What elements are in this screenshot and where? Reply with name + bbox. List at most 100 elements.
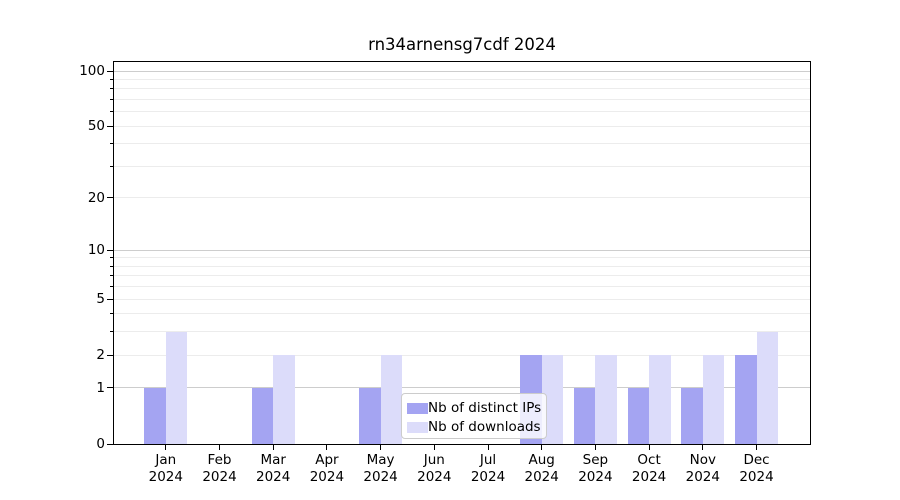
x-tick-label-dec: Dec 2024 (717, 452, 797, 486)
y-minor-tick-mark (109, 275, 113, 277)
x-tick-month: Jul (479, 452, 497, 468)
x-tick-mark (272, 445, 274, 450)
x-tick-month: Nov (689, 452, 716, 468)
chart-title: rn34arnensg7cdf 2024 (368, 35, 556, 54)
y-minor-tick-mark (109, 286, 113, 288)
grid-layer (114, 62, 810, 444)
legend-item-distinct-ips: Nb of distinct IPs (402, 398, 546, 420)
y-gridline-minor (114, 78, 810, 80)
bar-downloads (273, 355, 295, 444)
y-tick-label: 1 (96, 379, 105, 396)
x-tick-label-sep: Sep 2024 (555, 452, 635, 486)
bar-downloads (595, 355, 617, 444)
y-gridline-minor (114, 257, 810, 259)
y-tick-label: 10 (87, 242, 105, 259)
x-tick-month: Dec (743, 452, 770, 468)
x-tick-label-aug: Aug 2024 (502, 452, 582, 486)
y-gridline-minor (114, 331, 810, 333)
x-tick-mark (648, 445, 650, 450)
legend-swatch-distinct-ips (407, 403, 428, 414)
y-gridline-minor (114, 313, 810, 315)
y-gridline-minor (114, 111, 810, 113)
x-tick-mark (541, 445, 543, 450)
y-minor-tick-mark (109, 78, 113, 80)
x-tick-label-jan: Jan 2024 (126, 452, 206, 486)
bar-distinct-ips (573, 388, 596, 444)
legend-item-downloads: Nb of downloads (402, 417, 546, 439)
bar-downloads (165, 332, 188, 444)
y-minor-tick-mark (109, 298, 113, 300)
y-gridline-minor (114, 165, 810, 167)
x-tick-mark (594, 445, 596, 450)
x-tick-year: 2024 (202, 469, 237, 485)
x-tick-month: Jun (423, 452, 445, 468)
x-tick-label-jun: Jun 2024 (394, 452, 474, 486)
y-gridline-major (114, 70, 810, 72)
y-gridline-minor (114, 265, 810, 267)
x-tick-label-may: May 2024 (341, 452, 421, 486)
y-gridline-minor (114, 88, 810, 90)
bar-downloads (380, 355, 403, 444)
x-tick-month: Apr (315, 452, 339, 468)
y-gridline-major (114, 249, 810, 251)
bar-distinct-ips (144, 388, 166, 444)
legend-swatch-downloads (407, 422, 428, 433)
bar-downloads (702, 355, 725, 444)
bar-distinct-ips (627, 388, 650, 444)
x-tick-month: Jan (155, 452, 177, 468)
x-tick-month: Sep (582, 452, 609, 468)
bars-layer (114, 62, 810, 444)
bar-distinct-ips (359, 388, 381, 444)
y-gridline-major (114, 387, 810, 389)
bar-distinct-ips (681, 388, 703, 444)
y-tick-label: 5 (96, 291, 105, 308)
y-gridline-minor (114, 275, 810, 277)
y-tick-label: 50 (87, 118, 105, 135)
y-minor-tick-mark (109, 354, 113, 356)
y-minor-tick-mark (109, 265, 113, 267)
x-tick-month: May (366, 452, 395, 468)
y-tick-label: 20 (87, 189, 105, 206)
y-minor-tick-mark (109, 125, 113, 127)
bar-distinct-ips (251, 388, 274, 444)
x-tick-year: 2024 (739, 469, 774, 485)
y-minor-tick-mark (109, 197, 113, 199)
x-tick-label-jul: Jul 2024 (448, 452, 528, 486)
y-gridline-minor (114, 99, 810, 100)
y-minor-tick-mark (109, 331, 113, 333)
y-minor-tick-mark (109, 257, 113, 259)
y-minor-tick-mark (109, 143, 113, 145)
bar-downloads (541, 355, 564, 444)
x-tick-year: 2024 (148, 469, 183, 485)
y-tick-label: 2 (96, 347, 105, 364)
y-minor-tick-mark (109, 88, 113, 90)
y-tick-mark (106, 70, 113, 72)
y-minor-tick-mark (109, 165, 113, 167)
x-tick-year: 2024 (417, 469, 452, 485)
y-gridline-minor (114, 298, 810, 300)
y-gridline-minor (114, 354, 810, 356)
y-minor-tick-mark (109, 98, 113, 100)
x-tick-month: Aug (528, 452, 555, 468)
x-tick-month: Mar (260, 452, 286, 468)
x-tick-label-mar: Mar 2024 (233, 452, 313, 486)
x-tick-year: 2024 (631, 469, 667, 485)
x-tick-year: 2024 (685, 469, 720, 485)
x-tick-month: Feb (207, 452, 232, 468)
x-tick-year: 2024 (256, 469, 291, 485)
bar-distinct-ips (735, 355, 757, 444)
y-tick-mark (106, 387, 113, 389)
x-tick-month: Oct (637, 452, 661, 468)
x-tick-mark (326, 445, 328, 450)
x-tick-label-apr: Apr 2024 (287, 452, 367, 486)
bar-downloads (649, 355, 671, 444)
x-tick-year: 2024 (470, 469, 506, 485)
y-tick-label: 0 (96, 436, 105, 452)
y-gridline-minor (114, 143, 810, 145)
x-tick-year: 2024 (363, 469, 398, 485)
x-tick-mark (756, 445, 757, 450)
x-tick-mark (702, 445, 704, 450)
x-tick-mark (165, 445, 167, 450)
legend: Nb of distinct IPs Nb of downloads (401, 393, 547, 439)
